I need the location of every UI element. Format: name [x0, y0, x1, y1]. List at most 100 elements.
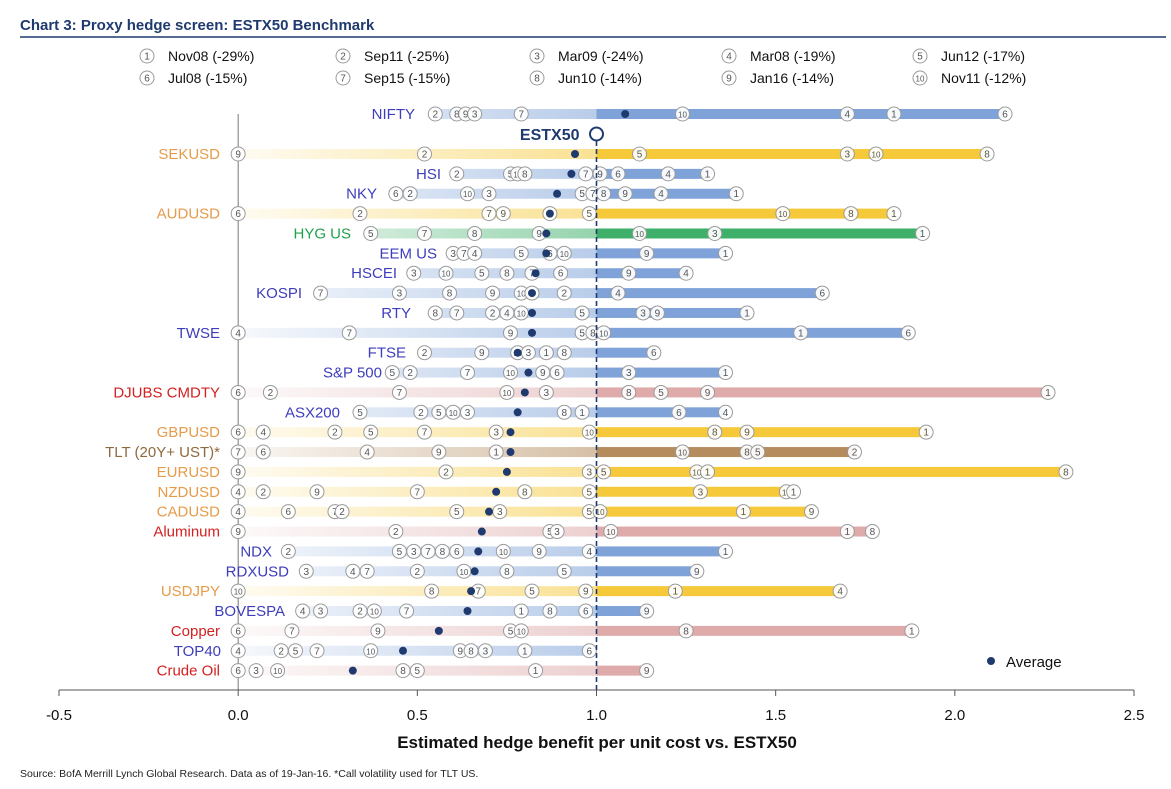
episode-marker-5	[288, 643, 303, 659]
episode-marker-2	[449, 166, 465, 182]
episode-marker-number: 4	[845, 110, 851, 121]
range-band-solid	[596, 307, 747, 318]
episode-marker-number: 5	[518, 249, 524, 260]
episode-marker-number: 5	[368, 229, 374, 240]
episode-marker-7	[391, 384, 407, 400]
episode-marker-number: 9	[314, 487, 320, 498]
episode-marker-number: 6	[558, 269, 564, 280]
row-s-p-500: 5 2 7 10 9 6 3 1 S&P 500	[323, 365, 733, 382]
episode-marker-number: 10	[442, 270, 451, 279]
chart-title: Chart 3: Proxy hedge screen: ESTX50 Benc…	[20, 17, 375, 34]
row-bovespa: 4 3 2 10 7 1 8 6 9 BOVESPA	[214, 603, 655, 620]
legend-marker-7	[335, 70, 351, 86]
average-dot	[467, 587, 476, 596]
episode-marker-number: 10	[678, 111, 687, 120]
range-band-faded	[238, 586, 597, 597]
episode-marker-number: 3	[486, 189, 492, 200]
episode-marker-number: 1	[891, 209, 897, 220]
episode-marker-number: 1	[920, 229, 926, 240]
range-band-solid	[596, 288, 823, 299]
episode-marker-number: 9	[583, 587, 589, 598]
episode-marker-1	[700, 166, 716, 182]
episode-marker-number: 2	[407, 189, 413, 200]
episode-marker-number: 4	[350, 567, 356, 578]
episode-marker-7	[284, 623, 300, 639]
episode-marker-10	[460, 186, 475, 202]
range-band-solid	[596, 168, 708, 179]
episode-marker-number: 8	[447, 289, 453, 300]
episode-marker-2	[388, 524, 404, 540]
range-band-faded	[238, 327, 597, 338]
x-axis-label: Estimated hedge benefit per unit cost vs…	[397, 733, 797, 752]
episode-marker-1	[793, 325, 809, 341]
range-band-solid	[596, 625, 912, 636]
row-nzdusd: 4297853101NZDUSD	[158, 484, 802, 501]
row-label: S&P 500	[323, 365, 382, 382]
episode-marker-number: 6	[1002, 110, 1008, 121]
episode-marker-5	[449, 504, 465, 520]
episode-marker-8	[542, 603, 558, 619]
episode-marker-number: 8	[683, 626, 689, 637]
row-copper: 6 7 9 5 10 8 1 Copper	[171, 623, 920, 640]
benchmark-label: ESTX50	[520, 127, 580, 144]
episode-marker-number: 8	[504, 567, 510, 578]
episode-marker-8	[864, 524, 880, 540]
range-band-solid	[596, 228, 923, 239]
episode-marker-number: 5	[436, 408, 442, 419]
episode-marker-number: 8	[744, 448, 750, 459]
range-band-solid	[596, 427, 927, 438]
episode-marker-9	[474, 345, 490, 361]
average-dot	[542, 249, 551, 258]
average-dot	[531, 269, 540, 278]
episode-marker-10	[675, 444, 690, 460]
episode-marker-number: 6	[819, 289, 825, 300]
episode-marker-number: 5	[587, 507, 593, 518]
episode-marker-5	[524, 583, 540, 599]
episode-marker-number: 7	[465, 368, 471, 379]
episode-marker-8	[517, 166, 533, 182]
episode-marker-number: 2	[561, 289, 567, 300]
episode-marker-9	[617, 186, 633, 202]
episode-marker-4	[832, 583, 848, 599]
legend-label-7: Sep15 (-15%)	[364, 70, 450, 86]
row-label: Crude Oil	[157, 663, 220, 680]
range-band-faded	[238, 447, 597, 458]
row-usdjpy: 10 8 7 5 9 1 4 USDJPY	[161, 583, 848, 600]
episode-marker-number: 10	[778, 210, 787, 219]
episode-marker-number: 9	[705, 388, 711, 399]
episode-marker-4	[678, 265, 694, 281]
episode-marker-1	[517, 643, 533, 659]
episode-marker-number: 9	[490, 289, 496, 300]
episode-marker-7	[341, 325, 357, 341]
episode-marker-number: 8	[432, 308, 438, 319]
episode-marker-1	[718, 365, 733, 381]
episode-marker-number: 7	[318, 289, 324, 300]
legend-marker-4	[721, 48, 737, 64]
episode-marker-3	[549, 524, 565, 540]
episode-marker-9	[531, 543, 547, 559]
episode-marker-2	[402, 365, 418, 381]
episode-marker-5	[409, 663, 425, 679]
benchmark-marker	[589, 126, 604, 142]
episode-marker-10	[230, 583, 246, 599]
episode-marker-number: 4	[665, 169, 671, 180]
episode-marker-9	[639, 603, 655, 619]
episode-marker-9	[503, 325, 518, 341]
episode-marker-number: 6	[615, 169, 621, 180]
range-band-solid	[596, 347, 654, 358]
episode-marker-8	[621, 384, 637, 400]
episode-marker-number: 1	[1045, 388, 1051, 399]
episode-marker-number: 7	[346, 328, 352, 339]
episode-marker-number: 1	[791, 487, 797, 498]
range-band-faded	[238, 645, 590, 656]
range-band-faded	[238, 506, 597, 517]
episode-marker-1	[739, 305, 755, 321]
episode-marker-number: 10	[678, 449, 687, 458]
episode-marker-number: 10	[370, 608, 379, 617]
episode-marker-number: 3	[554, 527, 560, 538]
episode-marker-number: 5	[397, 547, 403, 558]
episode-marker-1	[538, 345, 554, 361]
legend-label-6: Jul08 (-15%)	[168, 70, 247, 86]
row-label: NZDUSD	[158, 484, 221, 501]
legend-marker-6	[139, 70, 155, 86]
